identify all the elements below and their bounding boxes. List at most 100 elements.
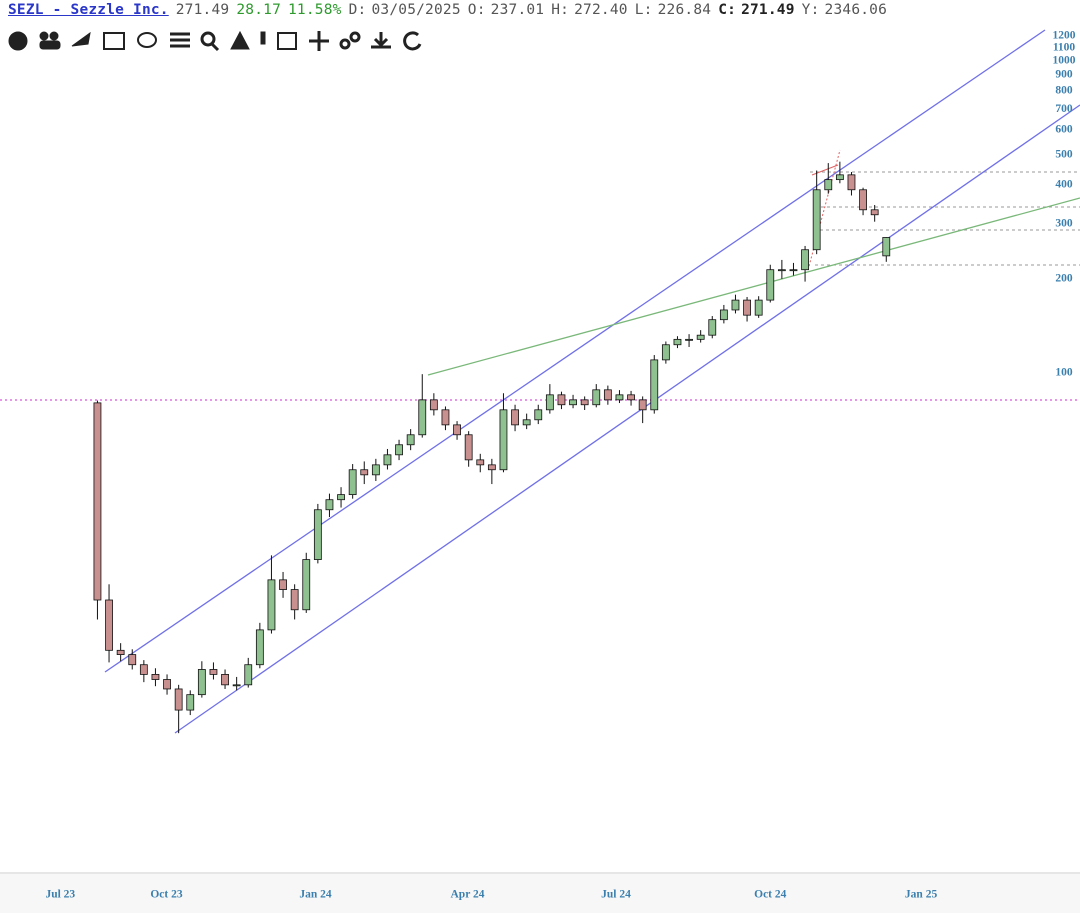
candle-body	[719, 309, 728, 321]
candle-body	[395, 444, 403, 456]
x-axis-band	[0, 874, 1080, 913]
y-tick-label: 200	[1055, 273, 1073, 285]
y-tick-label: 800	[1055, 85, 1073, 97]
candle-body	[429, 399, 438, 411]
candle-body	[221, 673, 229, 686]
candle-body	[302, 559, 311, 611]
quote-field: Y: 2346.06	[802, 2, 887, 18]
candle-body	[313, 509, 322, 560]
icon-comment[interactable]	[137, 32, 157, 48]
candle-body	[232, 684, 241, 687]
candle-body	[777, 269, 786, 272]
candle-body	[441, 409, 450, 426]
icon-search[interactable]	[200, 31, 220, 52]
drawings	[0, 29, 1080, 734]
candle-body	[569, 399, 577, 406]
field-label: Y:	[801, 2, 820, 18]
candle-body	[255, 629, 264, 666]
candle-body	[882, 237, 891, 257]
field-value: 2346.06	[824, 2, 888, 18]
icon-image[interactable]	[103, 32, 125, 50]
x-tick-label: Oct 23	[150, 889, 183, 901]
y-tick-label: 500	[1055, 148, 1073, 160]
candle-body	[812, 189, 821, 251]
candle-body	[279, 579, 287, 590]
candle-body	[743, 299, 751, 316]
icon-move[interactable]	[309, 31, 329, 51]
candle-body	[545, 394, 554, 411]
candle-body	[627, 394, 635, 401]
icon-calendar[interactable]	[277, 32, 297, 50]
candle-body	[360, 469, 369, 476]
candle-body	[592, 389, 601, 406]
channel-line	[104, 29, 1046, 673]
quote-field: C: 271.49	[718, 2, 794, 18]
candle-body	[453, 424, 461, 436]
icon-twitter[interactable]	[71, 31, 91, 47]
candle-body	[661, 344, 670, 361]
candle-body	[325, 499, 334, 511]
x-tick-label: Jul 23	[45, 889, 75, 901]
candle-body	[859, 189, 867, 211]
icon-refresh[interactable]	[403, 31, 422, 51]
x-tick-label: Jan 25	[905, 889, 938, 901]
candle-body	[476, 459, 485, 466]
candle-body	[650, 359, 659, 411]
candle-body	[163, 679, 171, 690]
field-value: 271.49	[741, 2, 795, 18]
candle-body	[870, 209, 879, 216]
candle-body	[801, 249, 809, 271]
toolbar	[8, 30, 422, 52]
candle-body	[731, 299, 740, 311]
x-tick-label: Oct 24	[754, 889, 787, 901]
candle-body	[93, 402, 102, 601]
icon-alert[interactable]	[260, 31, 266, 45]
candle-body	[766, 269, 775, 301]
change: 28.17	[236, 2, 281, 18]
symbol-link[interactable]: SEZL - Sezzle Inc.	[8, 2, 169, 18]
field-value: 272.40	[574, 2, 628, 18]
candle-body	[824, 179, 833, 191]
candle-body	[499, 409, 508, 471]
channel-line	[174, 104, 1080, 734]
candle-body	[696, 334, 705, 340]
trend-line	[427, 197, 1080, 376]
candle-body	[383, 454, 392, 466]
candle-body	[464, 434, 473, 461]
candle-body	[580, 399, 589, 406]
candle-body	[789, 269, 798, 272]
candle-body	[557, 394, 566, 406]
candle-body	[290, 589, 299, 611]
field-value: 226.84	[657, 2, 712, 18]
icon-users[interactable]	[39, 31, 61, 50]
candle-body	[139, 664, 148, 675]
field-label: L:	[634, 2, 653, 18]
icon-download[interactable]	[371, 32, 391, 49]
last-price: 271.49	[175, 2, 230, 18]
candle-body	[638, 399, 647, 411]
candle-body	[418, 399, 427, 436]
candle-body	[371, 464, 380, 476]
icon-triangle[interactable]	[230, 30, 250, 50]
y-tick-label: 1100	[1053, 42, 1076, 54]
field-value: 03/05/2025	[371, 2, 461, 18]
y-tick-label: 600	[1055, 124, 1073, 136]
candle-body	[615, 394, 624, 401]
x-tick-label: Jan 24	[299, 889, 332, 901]
field-label: O:	[467, 2, 486, 18]
candle-body	[244, 664, 253, 686]
icon-list[interactable]	[170, 32, 190, 48]
quote-fields: D: 03/05/2025 O: 237.01 H: 272.40 L: 226.84 C: 27…	[349, 2, 894, 18]
x-tick-label: Apr 24	[451, 889, 485, 901]
candle-body	[522, 419, 531, 426]
icon-link[interactable]	[339, 31, 361, 50]
candle-body	[267, 579, 276, 631]
y-tick-label: 1000	[1053, 54, 1076, 66]
candle-body	[534, 409, 543, 421]
candle-body	[209, 669, 218, 675]
candle-body	[673, 338, 682, 346]
field-label: H:	[551, 2, 570, 18]
icon-dashboard[interactable]	[8, 31, 28, 51]
